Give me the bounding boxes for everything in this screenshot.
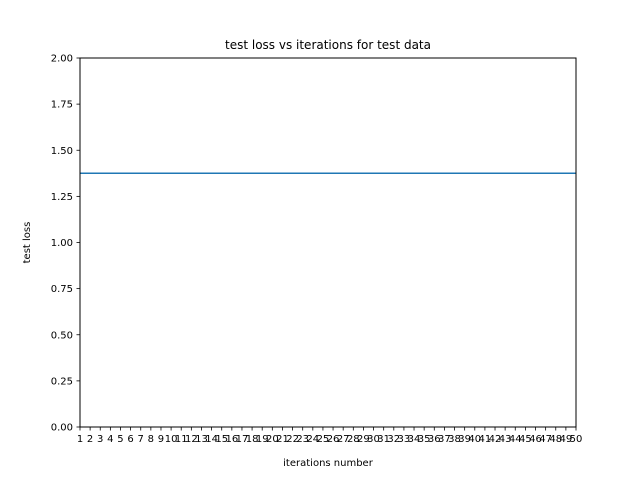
x-tick-label: 25 (317, 434, 330, 445)
x-tick-label: 11 (175, 434, 188, 445)
y-tick-label: 0.50 (51, 330, 73, 341)
x-tick-label: 34 (408, 434, 421, 445)
x-tick-label: 4 (107, 434, 113, 445)
x-tick-label: 26 (327, 434, 340, 445)
x-tick-label: 43 (499, 434, 512, 445)
x-tick-label: 36 (428, 434, 441, 445)
x-tick-label: 13 (195, 434, 208, 445)
x-tick-label: 15 (215, 434, 228, 445)
y-tick-label: 1.50 (51, 146, 73, 157)
y-axis-ticks: 0.00 0.25 0.50 0.75 1.00 1.25 1.50 1.75 2.00 (51, 54, 80, 434)
x-tick-label: 37 (438, 434, 451, 445)
x-tick-label: 30 (367, 434, 380, 445)
x-tick-label: 32 (387, 434, 400, 445)
x-tick-label: 41 (479, 434, 492, 445)
x-axis-ticks: 1 2 3 4 5 6 7 8 9 1011121314151617181920212223242… (77, 427, 583, 445)
x-tick-label: 12 (185, 434, 198, 445)
x-tick-label: 22 (286, 434, 299, 445)
x-tick-label: 35 (418, 434, 431, 445)
x-tick-label: 20 (266, 434, 279, 445)
x-tick-label: 1 (77, 434, 83, 445)
x-tick-label: 39 (458, 434, 471, 445)
x-tick-label: 23 (296, 434, 309, 445)
x-tick-label: 6 (127, 434, 133, 445)
y-tick-label: 0.75 (51, 284, 73, 295)
axes-frame (79, 57, 577, 428)
x-tick-label: 48 (549, 434, 562, 445)
x-tick-label: 24 (306, 434, 319, 445)
y-tick-label: 1.00 (51, 238, 73, 249)
x-tick-label: 14 (205, 434, 218, 445)
y-tick-label: 2.00 (51, 54, 73, 65)
x-tick-label: 28 (347, 434, 360, 445)
x-tick-label: 40 (468, 434, 481, 445)
x-tick-label: 21 (276, 434, 289, 445)
chart-title: test loss vs iterations for test data (225, 38, 431, 52)
y-tick-label: 0.00 (51, 423, 73, 434)
y-tick-label: 1.25 (51, 192, 73, 203)
x-tick-label: 8 (148, 434, 154, 445)
x-tick-label: 46 (529, 434, 542, 445)
x-tick-label: 49 (560, 434, 573, 445)
y-axis-label: test loss (22, 222, 33, 264)
x-tick-label: 42 (489, 434, 502, 445)
x-tick-label: 19 (256, 434, 269, 445)
x-tick-label: 18 (246, 434, 259, 445)
y-tick-label: 0.25 (51, 376, 73, 387)
x-tick-label: 9 (158, 434, 164, 445)
x-tick-label: 38 (448, 434, 461, 445)
x-axis-label: iterations number (283, 458, 374, 469)
x-tick-label: 10 (165, 434, 178, 445)
x-tick-label: 47 (539, 434, 552, 445)
y-tick-label: 1.75 (51, 100, 73, 111)
x-tick-label: 29 (357, 434, 370, 445)
x-tick-label: 3 (97, 434, 103, 445)
x-tick-label: 27 (337, 434, 350, 445)
x-tick-label: 2 (87, 434, 93, 445)
x-tick-label: 16 (225, 434, 238, 445)
x-tick-label: 50 (570, 434, 583, 445)
x-tick-label: 33 (398, 434, 411, 445)
x-tick-label: 17 (236, 434, 249, 445)
x-tick-label: 44 (509, 434, 522, 445)
x-tick-label: 7 (138, 434, 144, 445)
x-tick-label: 45 (519, 434, 532, 445)
x-tick-label: 5 (117, 434, 123, 445)
x-tick-label: 31 (377, 434, 390, 445)
